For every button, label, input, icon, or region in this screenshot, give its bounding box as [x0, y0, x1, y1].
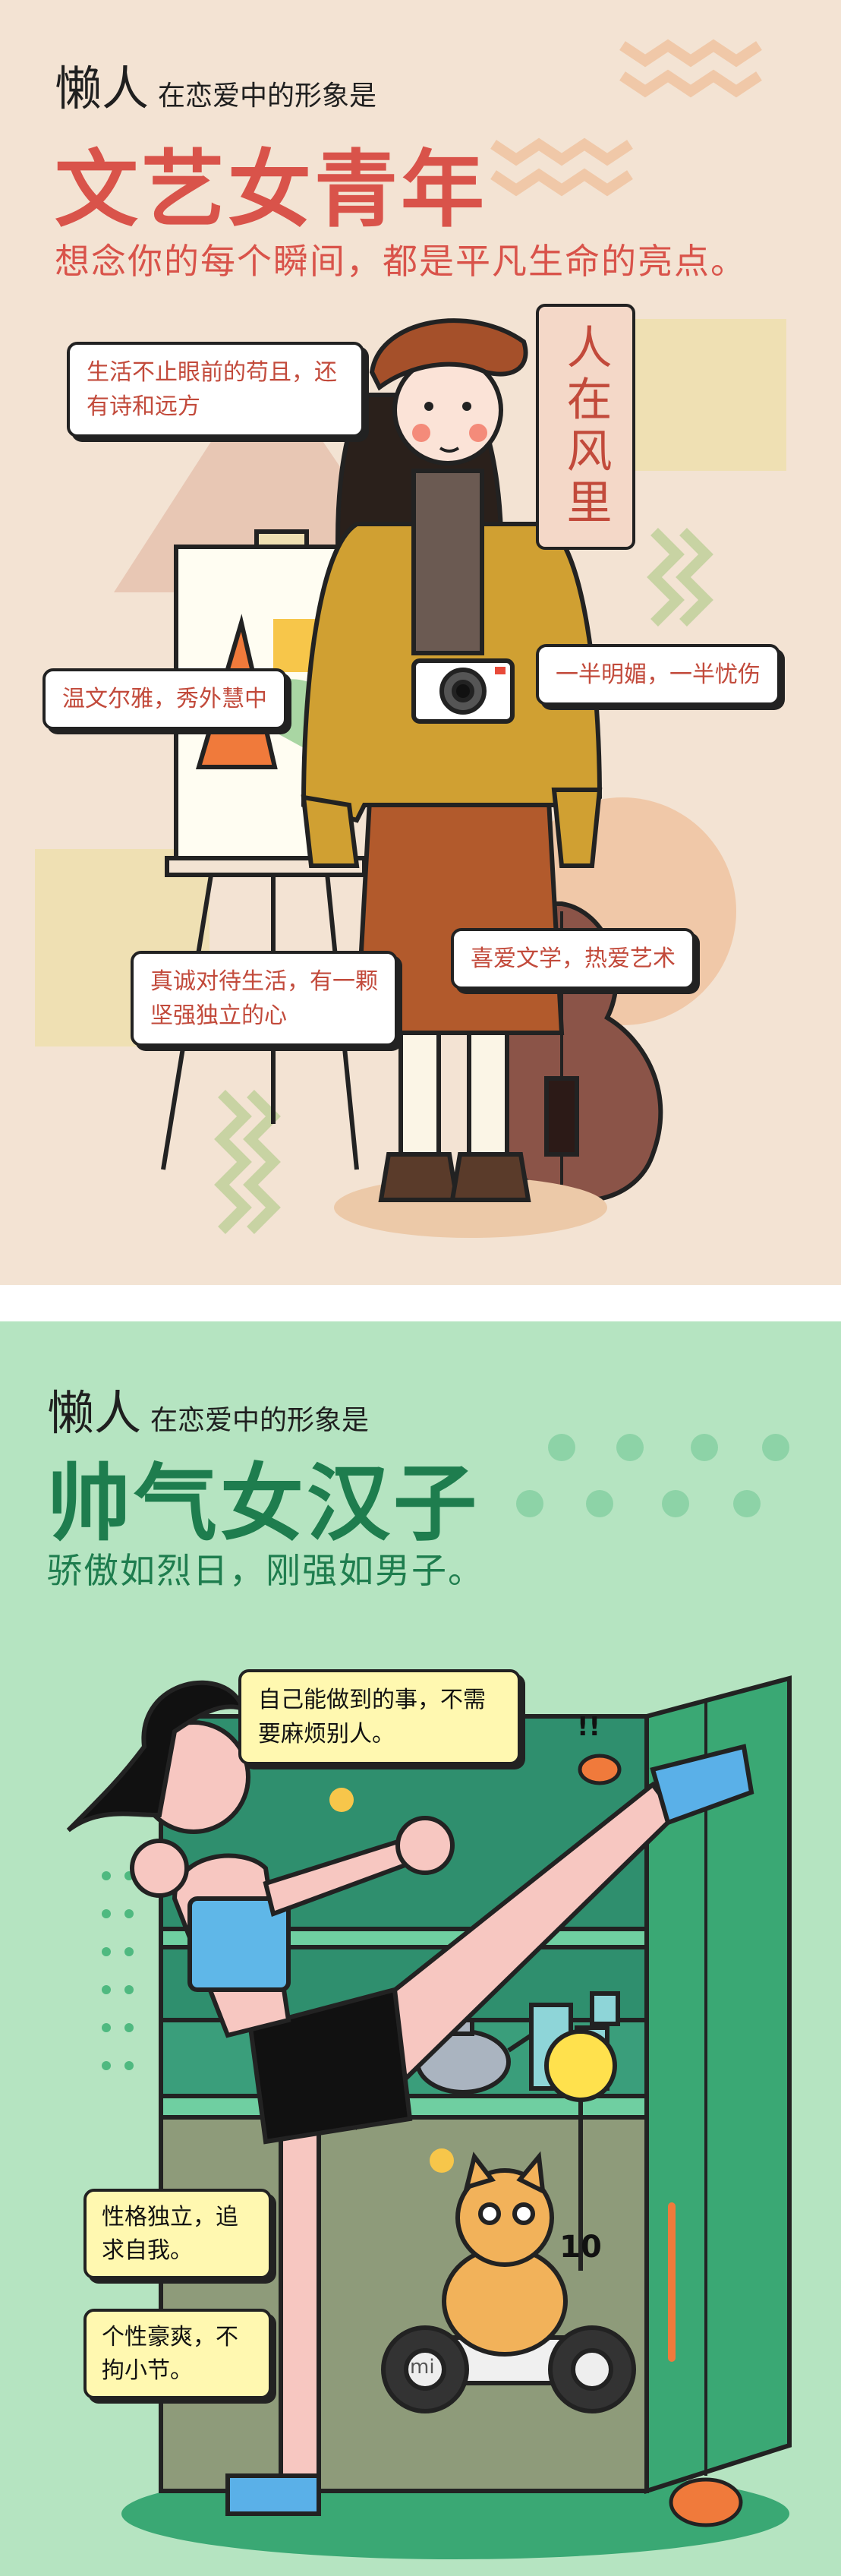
- panel-tomboy: 懒人 在恋爱中的形象是 帅气女汉子 骄傲如烈日，刚强如男子。 自己能做到的事，不需…: [0, 1321, 841, 2576]
- headline: 帅气女汉子: [47, 1455, 480, 1552]
- score-sign: [544, 2029, 617, 2102]
- dot-decoration: [516, 1434, 789, 1517]
- zigzag-decoration: [490, 168, 633, 197]
- headline: 文艺女青年: [55, 141, 487, 238]
- panel-artsy-girl: 懒人 在恋爱中的形象是 文艺女青年 想念你的每个瞬间，都是平凡生命的亮点。 人在风…: [0, 0, 841, 1285]
- tagline: 骄傲如烈日，刚强如男子。: [47, 1550, 484, 1591]
- dot-column-decoration: [102, 1871, 134, 2070]
- zigzag-decoration: [243, 1090, 281, 1234]
- kicker: 懒人 在恋爱中的形象是: [55, 50, 376, 118]
- speech-bubble-poetry: 生活不止眼前的苟且，还有诗和远方: [67, 342, 364, 437]
- panel-separator: [0, 1285, 841, 1321]
- tagline: 想念你的每个瞬间，都是平凡生命的亮点。: [55, 241, 747, 282]
- cheek-blush: [469, 424, 487, 442]
- tag-bright-melancholy: 一半明媚，一半忧伤: [536, 644, 780, 706]
- zigzag-decoration: [490, 137, 633, 166]
- tomboy-illustration: [66, 1434, 792, 2559]
- bug: [578, 1754, 743, 2527]
- note-forthright: 个性豪爽，不拘小节。: [83, 2309, 272, 2399]
- scooter-with-cat: [381, 2029, 636, 2413]
- tag-literature-art: 喜爱文学，热爱艺术: [451, 928, 695, 990]
- tag-independent-heart: 真诚对待生活，有一颗坚强独立的心: [131, 951, 398, 1046]
- vertical-sign: 人在风里: [536, 304, 635, 550]
- exclamation-mark: !!: [577, 1712, 601, 1742]
- kicker-big: 懒人: [47, 1385, 142, 1441]
- scooter-logo: mi: [410, 2356, 435, 2379]
- speech-bubble-self-reliance: 自己能做到的事，不需要麻烦别人。: [238, 1669, 521, 1765]
- kicker-small: 在恋爱中的形象是: [158, 80, 377, 112]
- woman-kicking: [66, 1680, 754, 2516]
- note-independent: 性格独立，追求自我。: [83, 2189, 272, 2279]
- zigzag-decoration: [619, 39, 762, 68]
- tag-elegant: 温文尔雅，秀外慧中: [43, 668, 287, 730]
- cheek-blush: [412, 424, 430, 442]
- score-sign-number: 10: [559, 2230, 602, 2265]
- kicker-small: 在恋爱中的形象是: [150, 1405, 370, 1436]
- zigzag-decoration: [676, 528, 713, 627]
- zigzag-decoration: [619, 69, 762, 98]
- square-decoration: [635, 319, 786, 471]
- kicker: 懒人 在恋爱中的形象是: [47, 1375, 369, 1443]
- zigzag-decoration: [214, 1090, 252, 1234]
- kicker-big: 懒人: [55, 61, 150, 116]
- zigzag-decoration: [647, 528, 685, 627]
